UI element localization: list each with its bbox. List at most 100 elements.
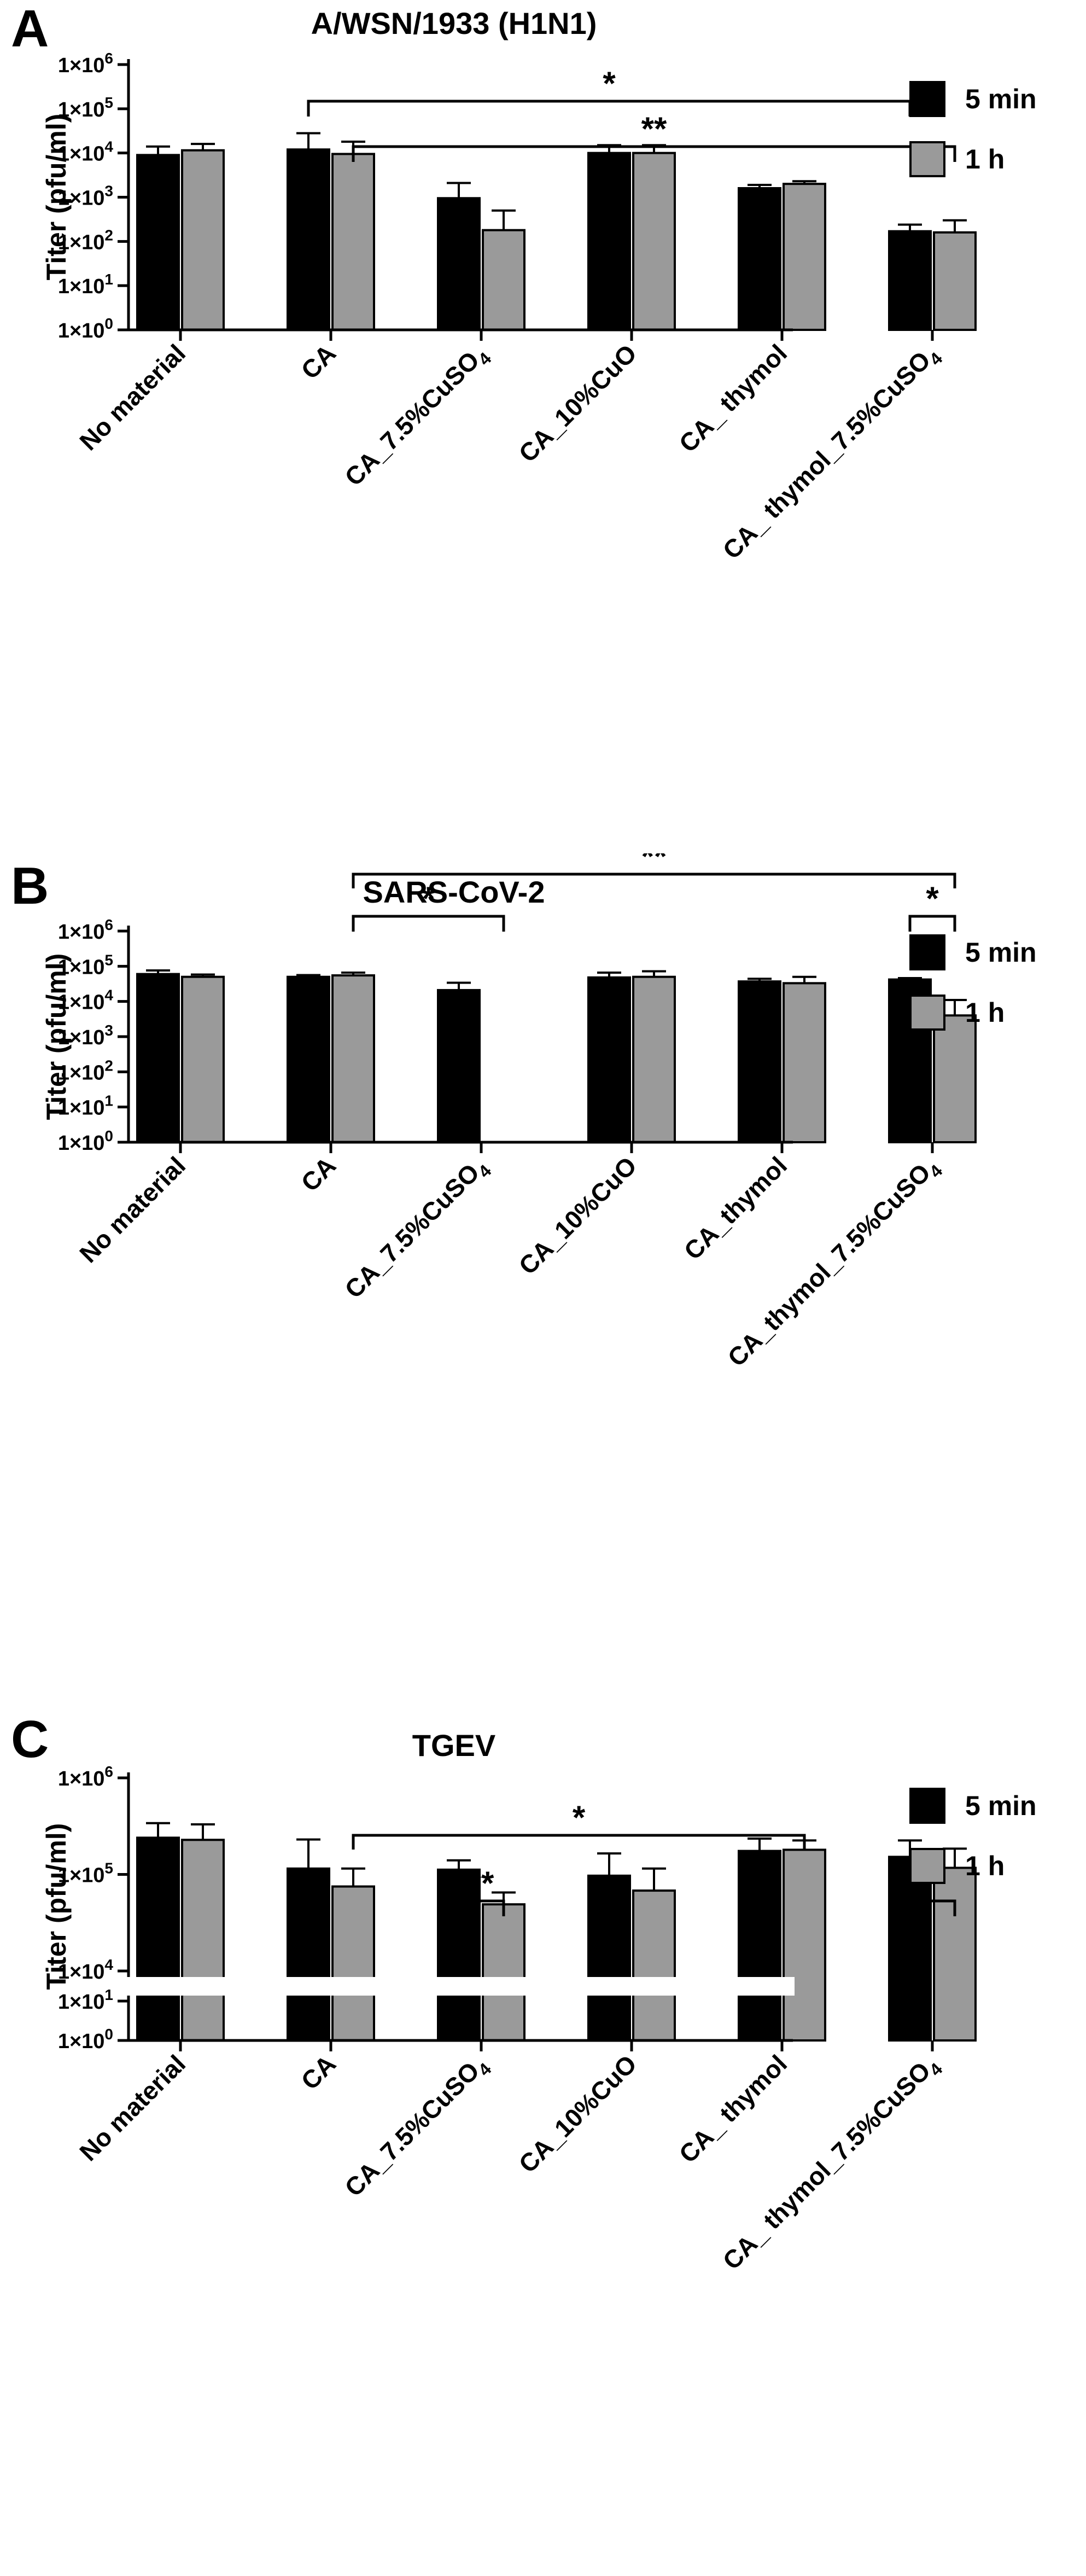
y-axis-label: Titer (pfu/ml) xyxy=(41,114,72,281)
significance-bracket xyxy=(352,873,956,888)
bar xyxy=(632,152,676,331)
bar xyxy=(888,230,932,331)
bar xyxy=(783,183,826,331)
x-tick-label: CA_10%CuO xyxy=(513,2049,642,2178)
axis-break-gap xyxy=(130,1977,795,1996)
legend-label: 1 h xyxy=(965,997,1005,1028)
y-tick-label: 1×103 xyxy=(58,1022,113,1049)
chart-b: B SARS-CoV-2 Titer (pfu/ml) 1×100 1×101 1×102… xyxy=(11,853,1037,1372)
significance-bracket xyxy=(352,145,956,162)
x-tick-label: CA_ thymol xyxy=(674,339,793,458)
significance-label: * xyxy=(603,65,616,102)
y-tick-label: 1×101 xyxy=(58,1092,113,1120)
bar xyxy=(587,1874,631,2042)
legend-swatch xyxy=(909,1788,945,1824)
bar xyxy=(331,153,375,331)
bar xyxy=(738,187,781,331)
bar xyxy=(287,1867,330,2042)
x-tick-label: CA_thymol xyxy=(679,1151,792,1265)
chart-title: SARS-CoV-2 xyxy=(363,875,545,909)
chart-title: TGEV xyxy=(412,1728,495,1763)
bar xyxy=(933,231,977,332)
chart-a-svg: A A/WSN/1933 (H1N1) Titer (pfu/ml) 1×100 1×1… xyxy=(11,0,1037,565)
legend-swatch xyxy=(909,141,945,177)
bar xyxy=(933,1866,977,2042)
bar xyxy=(587,152,631,331)
legend-label: 5 min xyxy=(965,84,1037,114)
bar xyxy=(482,229,526,331)
chart-b-svg: B SARS-CoV-2 Titer (pfu/ml) 1×100 1×101 1×102… xyxy=(11,853,1037,1372)
significance-label: * xyxy=(573,1799,586,1836)
y-tick-label: 1×102 xyxy=(58,1057,113,1084)
bar xyxy=(437,988,481,1143)
legend-label: 1 h xyxy=(965,1851,1005,1881)
y-tick-label: 1×106 xyxy=(58,1763,113,1790)
bar xyxy=(632,1889,676,2042)
y-tick-label: 1×104 xyxy=(58,138,114,166)
significance-label: ** xyxy=(641,853,667,875)
chart-title: A/WSN/1933 (H1N1) xyxy=(311,6,597,40)
x-tick-label: CA_7.5%CuSO4 xyxy=(339,339,495,495)
x-tick-label: CA_10%CuO xyxy=(513,339,642,468)
legend-swatch xyxy=(909,934,945,970)
significance-bracket xyxy=(908,915,956,932)
y-tick-label: 1×102 xyxy=(58,226,113,254)
y-tick-label: 1×105 xyxy=(58,951,113,979)
y-tick-label: 1×101 xyxy=(58,1986,113,2014)
y-tick-label: 1×105 xyxy=(58,94,113,121)
bar xyxy=(437,1868,481,2042)
bar xyxy=(287,975,330,1144)
x-tick-label: CA_10%CuO xyxy=(513,1151,642,1280)
y-axis-label: Titer (pfu/ml) xyxy=(41,1823,72,1990)
significance-bracket xyxy=(908,1899,956,1916)
x-tick-label: No material xyxy=(74,339,191,456)
bar xyxy=(136,154,180,331)
significance-bracket xyxy=(352,915,505,932)
bar xyxy=(181,1839,225,2042)
panel-a: A A/WSN/1933 (H1N1) Titer (pfu/ml) 1×100 1×1… xyxy=(0,0,1086,853)
x-tick-label: CA_7.5%CuSO4 xyxy=(339,1151,495,1307)
bar xyxy=(437,197,481,332)
panel-letter: C xyxy=(11,1710,49,1769)
bar xyxy=(738,1850,781,2042)
panel-c: C TGEV Titer (pfu/ml) 1×100 1×101 1×104 1×105 1… xyxy=(0,1707,1086,2576)
significance-bracket xyxy=(457,1899,505,1916)
bar xyxy=(331,1885,375,2042)
bar xyxy=(888,1856,932,2042)
bar xyxy=(181,975,225,1144)
chart-a: A A/WSN/1933 (H1N1) Titer (pfu/ml) 1×100 1×1… xyxy=(11,0,1037,565)
x-tick-label: CA_ thymol xyxy=(674,2049,793,2168)
y-tick-label: 1×106 xyxy=(58,50,113,77)
legend-swatch xyxy=(909,81,945,117)
x-tick-label: CA xyxy=(295,2049,341,2095)
x-tick-label: CA xyxy=(295,339,341,385)
significance-label: ** xyxy=(469,1865,494,1902)
panel-letter: B xyxy=(11,857,49,915)
bar xyxy=(482,1903,526,2042)
bar xyxy=(587,976,631,1143)
x-tick-label: No material xyxy=(74,1151,191,1268)
y-tick-label: 1×101 xyxy=(58,271,113,298)
legend-label: 5 min xyxy=(965,937,1037,968)
y-tick-label: 1×103 xyxy=(58,183,113,210)
y-tick-label: 1×100 xyxy=(58,1127,113,1155)
y-tick-label: 1×105 xyxy=(58,1860,113,1887)
bar xyxy=(933,1014,977,1144)
legend-label: 1 h xyxy=(965,144,1005,175)
legend-label: 5 min xyxy=(965,1790,1037,1821)
significance-bracket xyxy=(352,1834,806,1850)
y-tick-label: 1×100 xyxy=(58,2026,113,2053)
significance-label: * xyxy=(422,880,435,917)
y-tick-label: 1×104 xyxy=(58,1956,114,1984)
bar xyxy=(136,1836,180,2042)
y-tick-label: 1×104 xyxy=(58,987,114,1014)
bar xyxy=(783,982,826,1143)
bar xyxy=(181,149,225,331)
legend-swatch xyxy=(909,1848,945,1884)
legend-swatch xyxy=(909,995,945,1031)
significance-bracket xyxy=(307,100,912,117)
significance-label: * xyxy=(926,880,939,917)
significance-label: ** xyxy=(641,111,667,147)
